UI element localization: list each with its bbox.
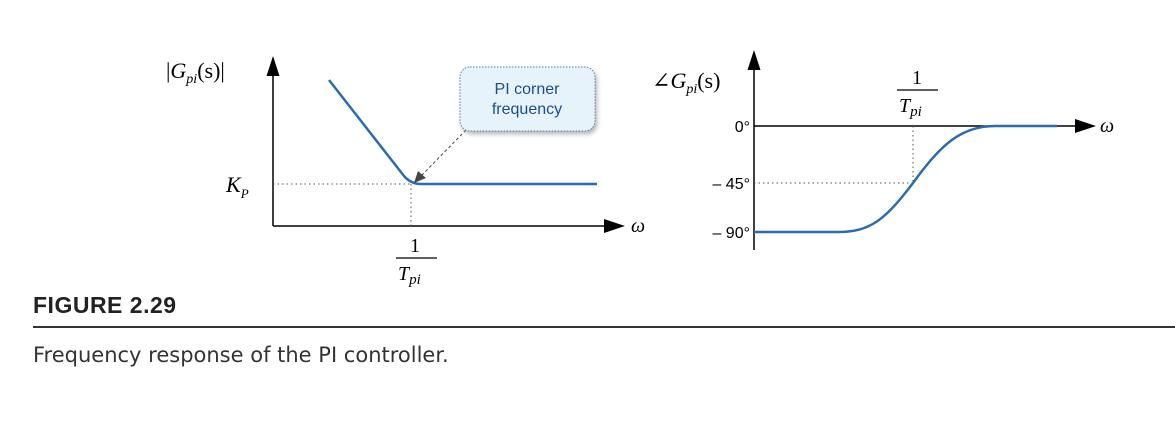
phase-x-tick-denominator: Tpi (899, 95, 922, 120)
phase-tick-minus90: – 90° (712, 225, 750, 242)
phase-y-axis-label: ∠Gpi(s) (652, 68, 720, 97)
magnitude-x-arrowhead (604, 219, 625, 233)
figure-diagram: PI corner frequency |Gpi(s)| KP 1 Tpi ω (166, 50, 1114, 288)
phase-x-axis-label: ω (1100, 115, 1114, 137)
phase-y-arrowhead (747, 50, 761, 70)
callout-pointer-line (420, 129, 467, 177)
magnitude-plot: PI corner frequency |Gpi(s)| KP 1 Tpi ω (166, 56, 645, 288)
callout-box (459, 66, 596, 132)
callout-pointer-arrowhead (414, 171, 426, 183)
magnitude-x-tick-denominator: Tpi (398, 263, 421, 288)
magnitude-x-axis-label: ω (631, 215, 645, 237)
kp-tick-label: KP (225, 172, 249, 201)
phase-tick-0: 0° (735, 119, 750, 136)
magnitude-x-tick-numerator: 1 (410, 235, 420, 257)
figure-number: FIGURE 2.29 (33, 292, 177, 318)
caption-divider (33, 326, 1175, 328)
callout-line-1: PI corner (495, 81, 561, 98)
figure-caption: Frequency response of the PI controller. (33, 343, 449, 367)
magnitude-y-arrowhead (266, 56, 280, 76)
phase-plot: ∠Gpi(s) 0° – 45° – 90° 1 Tpi ω (652, 50, 1114, 250)
callout-line-2: frequency (492, 101, 562, 118)
magnitude-y-axis-label: |Gpi(s)| (166, 58, 225, 87)
phase-tick-minus45: – 45° (712, 176, 750, 193)
phase-curve (754, 124, 1057, 234)
magnitude-curve (328, 79, 597, 186)
phase-x-arrowhead (1075, 119, 1096, 133)
phase-x-tick-numerator: 1 (912, 67, 922, 89)
